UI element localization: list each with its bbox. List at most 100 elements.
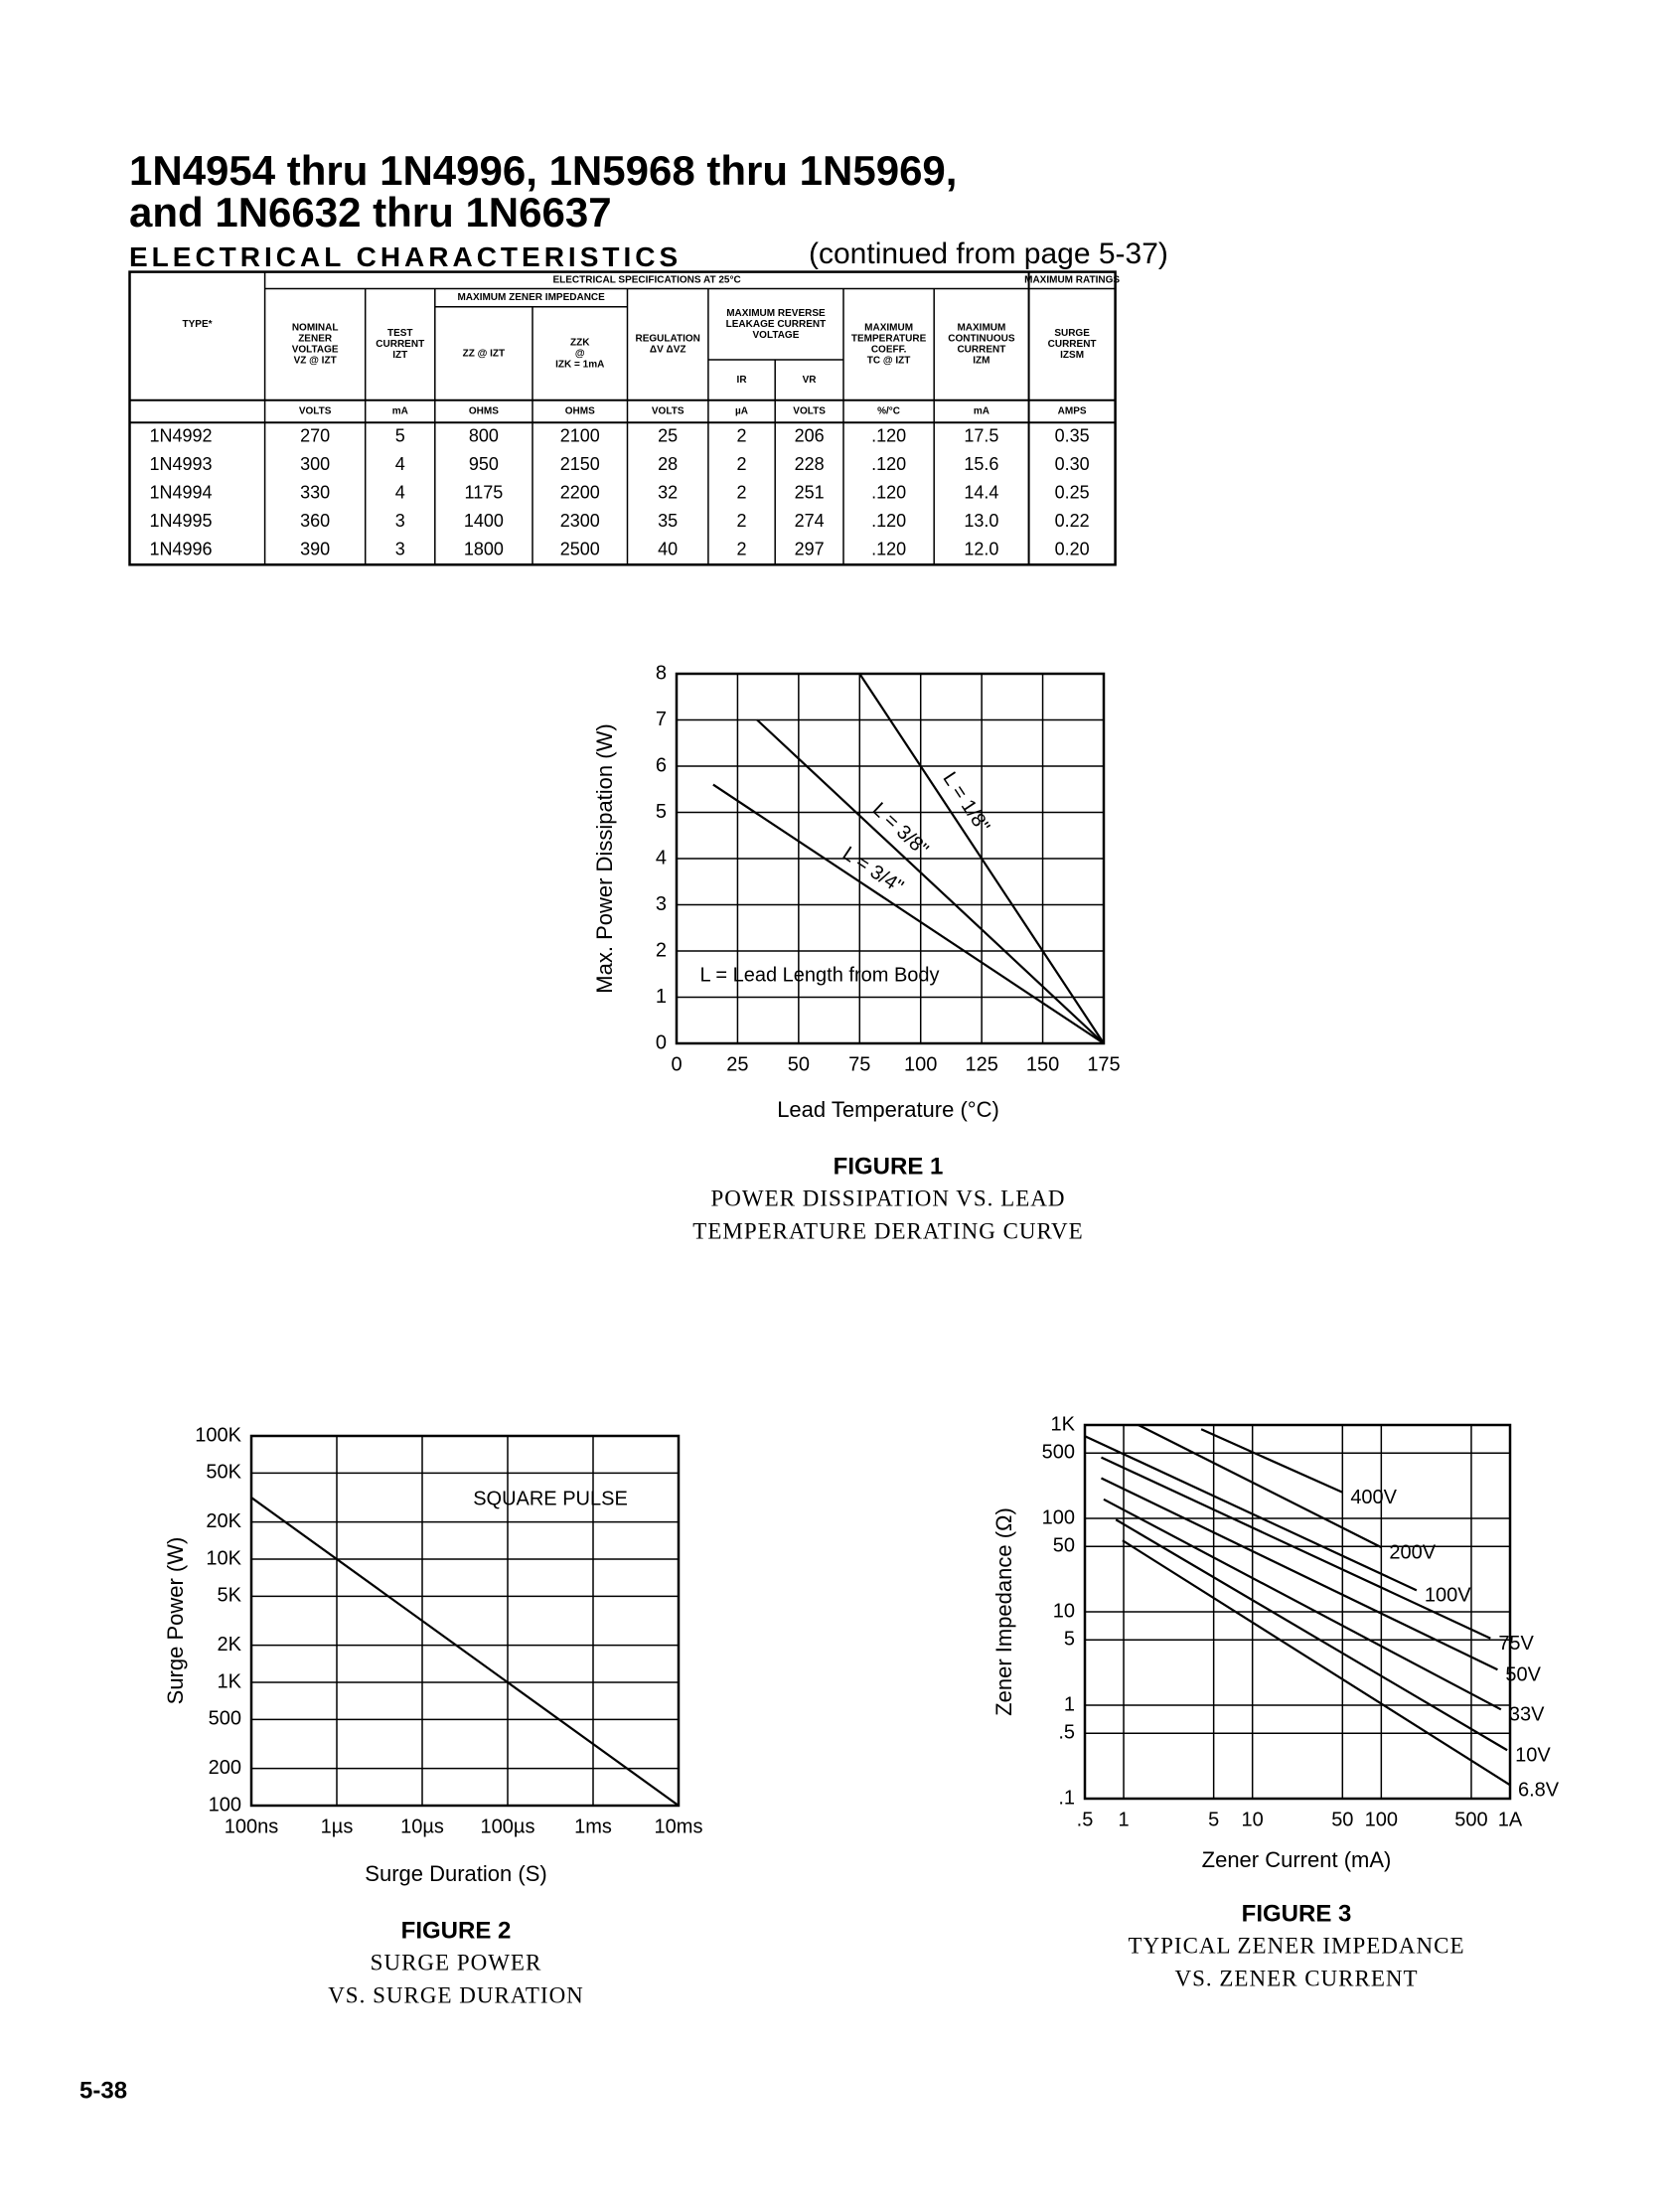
table-cell: 251: [795, 483, 825, 503]
y-axis-label: Max. Power Dissipation (W): [592, 723, 617, 993]
table-cell: 950: [469, 454, 499, 474]
x-tick-label: 100ns: [225, 1816, 279, 1837]
data-line: [858, 673, 1105, 1044]
table-unit: mA: [392, 406, 408, 417]
y-tick-label: 1: [1064, 1693, 1075, 1715]
x-axis-label: Zener Current (mA): [1202, 1847, 1392, 1872]
y-tick-label: 1K: [218, 1670, 242, 1692]
section-note: (continued from page 5-37): [809, 237, 1168, 270]
table-unit: %/°C: [877, 406, 900, 417]
table-cell: 0.22: [1055, 511, 1090, 531]
table-cell: 270: [300, 425, 330, 445]
table-cell: 0.35: [1055, 425, 1090, 445]
table-cell: 2: [737, 425, 747, 445]
x-tick-label: 50: [788, 1053, 810, 1075]
table-column-header: TEST: [387, 328, 413, 339]
table-cell: 40: [658, 540, 678, 559]
data-line: [1103, 1498, 1502, 1711]
y-tick-label: 3: [656, 893, 667, 915]
table-column-header: ZZK: [570, 337, 590, 348]
table-cell: 12.0: [964, 540, 998, 559]
y-axis-label: Surge Power (W): [163, 1537, 188, 1705]
data-line: [712, 783, 1105, 1044]
x-tick-label: 125: [965, 1053, 997, 1075]
series-label: 75V: [1498, 1633, 1534, 1655]
y-tick-label: 500: [209, 1708, 241, 1730]
figure-title: FIGURE 2: [401, 1917, 512, 1944]
table-column-header: CURRENT: [1048, 339, 1097, 350]
y-tick-label: 5: [656, 801, 667, 823]
plot-frame: [249, 1434, 681, 1808]
table-cell: 3: [395, 540, 405, 559]
table-column-header: CURRENT: [376, 339, 424, 350]
table-cell: 1N4993: [150, 454, 213, 474]
table-header: TYPE*: [183, 319, 213, 330]
table-unit: µA: [735, 406, 748, 417]
table-cell: 1N4996: [150, 540, 213, 559]
table-column-header: MAXIMUM: [864, 323, 913, 334]
figure-caption: VS. SURGE DURATION: [328, 1982, 584, 2007]
table-column-header: SURGE: [1054, 328, 1090, 339]
table-column-header: VR: [803, 375, 818, 386]
figure-title: FIGURE 3: [1242, 1900, 1352, 1927]
x-tick-label: 10ms: [655, 1816, 703, 1837]
section-title: ELECTRICAL CHARACTERISTICS: [129, 241, 682, 272]
series-label: 50V: [1505, 1664, 1541, 1686]
table-cell: 1N4994: [150, 483, 213, 503]
y-tick-label: 7: [656, 709, 667, 730]
table-cell: 2: [737, 511, 747, 531]
figure-caption: SURGE POWER: [371, 1950, 542, 1975]
table-cell: 228: [795, 454, 825, 474]
table-cell: 800: [469, 425, 499, 445]
table-cell: .120: [871, 511, 906, 531]
table-cell: 1175: [465, 483, 504, 503]
data-line: [756, 718, 1105, 1044]
annotation: L = Lead Length from Body: [699, 964, 939, 986]
y-tick-label: 1: [656, 986, 667, 1008]
table-cell: 2200: [560, 483, 600, 503]
y-tick-label: 10: [1053, 1600, 1075, 1622]
table-cell: 390: [300, 540, 330, 559]
table-cell: 274: [795, 511, 825, 531]
y-tick-label: 200: [209, 1757, 241, 1779]
y-tick-label: 2K: [218, 1634, 242, 1656]
table-unit: VOLTS: [793, 406, 826, 417]
y-tick-label: 8: [656, 662, 667, 684]
plot-frame: [1083, 1423, 1512, 1801]
table-unit: VOLTS: [652, 406, 684, 417]
x-tick-label: 10: [1242, 1809, 1264, 1830]
data-line: [1101, 1456, 1491, 1640]
table-subgroup-header: MAXIMUM REVERSE: [726, 308, 826, 319]
x-tick-label: 100µs: [481, 1816, 535, 1837]
x-tick-label: 175: [1087, 1053, 1120, 1075]
x-axis-label: Lead Temperature (°C): [777, 1097, 999, 1122]
x-tick-label: 1µs: [321, 1816, 354, 1837]
table-subgroup-header: LEAKAGE CURRENT: [726, 319, 827, 330]
table-cell: 206: [795, 425, 825, 445]
table-column-header: IZM: [973, 356, 989, 367]
y-tick-label: 5: [1064, 1629, 1075, 1651]
y-tick-label: 100K: [195, 1424, 241, 1446]
x-tick-label: 10µs: [400, 1816, 444, 1837]
y-tick-label: 100: [209, 1794, 241, 1816]
table-cell: 0.25: [1055, 483, 1090, 503]
table-cell: 0.20: [1055, 540, 1090, 559]
table-column-header: @: [575, 348, 585, 359]
table-group-header: ELECTRICAL SPECIFICATIONS AT 25°C: [552, 275, 740, 286]
x-tick-label: 100: [1365, 1809, 1398, 1830]
data-line: [1084, 1435, 1418, 1592]
table-cell: 35: [658, 511, 678, 531]
y-tick-label: 6: [656, 754, 667, 776]
series-label: 6.8V: [1518, 1780, 1560, 1802]
table-column-header: ZZ @ IZT: [463, 348, 506, 359]
x-tick-label: 1: [1118, 1809, 1129, 1830]
x-tick-label: 5: [1208, 1809, 1219, 1830]
series-label: 400V: [1350, 1487, 1397, 1508]
table-cell: 28: [658, 454, 678, 474]
y-tick-label: 10K: [206, 1547, 241, 1569]
table-cell: 4: [395, 483, 405, 503]
x-tick-label: 500: [1454, 1809, 1487, 1830]
series-label: 33V: [1509, 1704, 1545, 1726]
